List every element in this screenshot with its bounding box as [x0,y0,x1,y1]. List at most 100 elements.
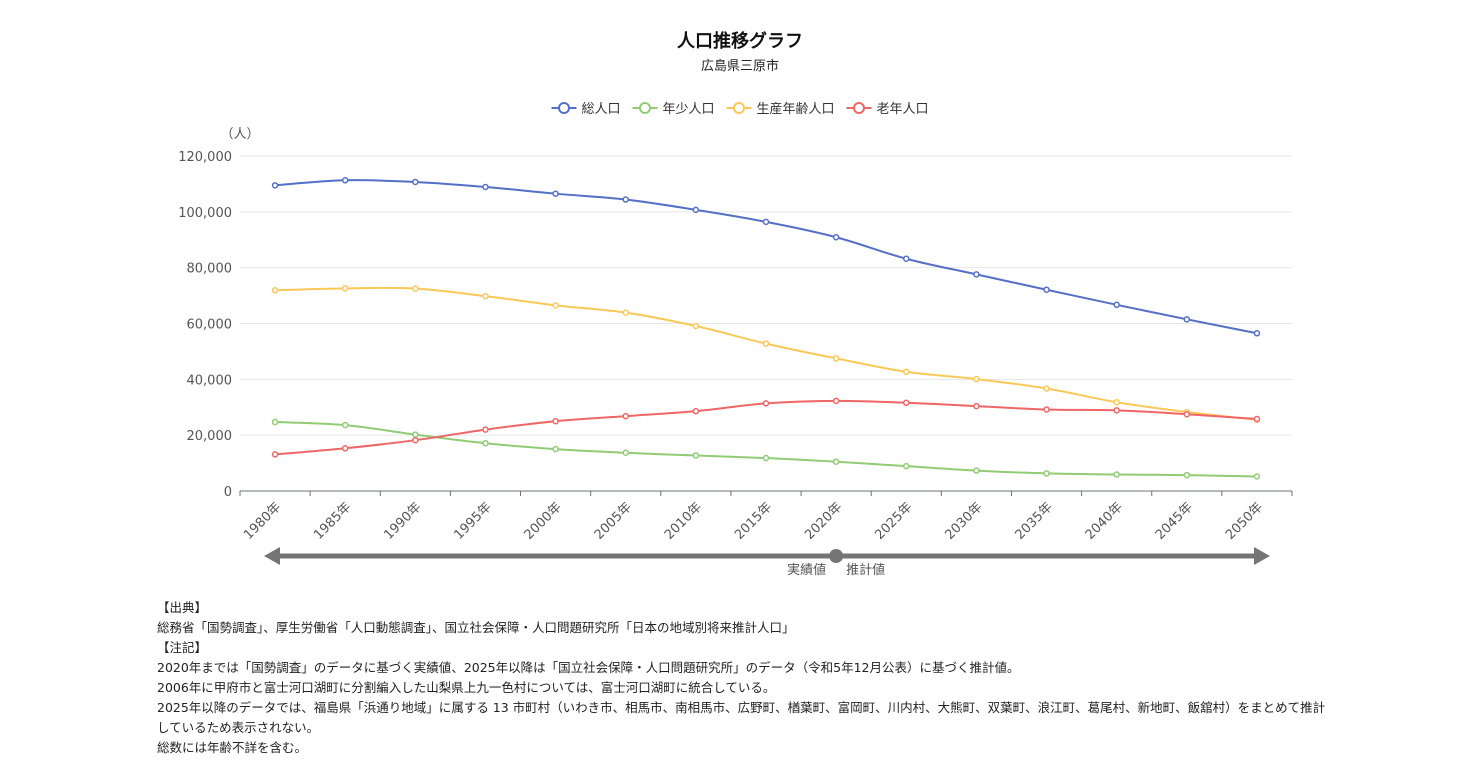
data-point-elderly[interactable] [1043,406,1050,413]
legend-label: 生産年齢人口 [757,101,835,117]
data-point-young[interactable] [622,449,629,457]
series-young[interactable] [271,418,1261,480]
data-point-working[interactable] [832,355,840,362]
data-point-total[interactable] [552,190,559,197]
data-point-young[interactable] [1113,471,1120,478]
data-point-young[interactable] [832,458,840,465]
data-point-young[interactable] [412,431,419,438]
arrow-left-icon [264,547,280,565]
y-axis-unit: （人） [220,127,259,142]
data-point-elderly[interactable] [412,436,419,444]
x-tick-label: 1990年 [381,500,424,543]
series-line-young[interactable] [275,421,1257,478]
data-point-working[interactable] [341,285,349,292]
data-point-working[interactable] [271,287,279,294]
legend[interactable]: 総人口 年少人口 生産年齢人口 老年人口 [551,101,929,117]
x-tick-label: 2020年 [802,500,845,543]
x-tick-label: 2000年 [522,500,565,543]
data-point-young[interactable] [692,452,700,459]
data-point-elderly[interactable] [271,451,279,458]
x-tick-label: 2045年 [1153,500,1196,543]
data-point-working[interactable] [412,285,419,292]
data-point-elderly[interactable] [341,445,349,452]
legend-item-working[interactable]: 生産年齢人口 [726,101,835,117]
arrow-right-icon [1254,547,1270,565]
data-point-total[interactable] [973,271,980,278]
data-point-elderly[interactable] [692,407,700,415]
series-line-elderly[interactable] [274,399,1257,456]
data-point-elderly[interactable] [552,417,559,425]
data-point-young[interactable] [1183,471,1191,479]
data-point-total[interactable] [1253,330,1261,337]
data-point-total[interactable] [271,182,279,189]
data-point-total[interactable] [692,206,700,214]
data-point-total[interactable] [341,177,349,184]
series-total[interactable] [271,177,1261,337]
chart-subtitle: 広島県三原市 [700,59,779,74]
data-point-elderly[interactable] [832,397,840,405]
note-line: 総数には年齢不詳を含む。 [157,740,308,755]
data-point-young[interactable] [973,467,980,474]
data-point-elderly[interactable] [903,399,910,407]
data-point-total[interactable] [832,233,840,241]
data-point-young[interactable] [482,440,489,447]
boundary-marker [829,549,844,563]
data-point-working[interactable] [552,302,559,309]
series-line-total[interactable] [274,179,1258,335]
note-line: 2025年以降のデータでは、福島県「浜通り地域」に属する 13 市町村（いわき市… [157,700,1326,735]
x-tick-label: 2015年 [732,500,775,543]
series-lines[interactable] [271,177,1261,480]
data-point-young[interactable] [271,418,279,426]
data-point-elderly[interactable] [1113,407,1120,414]
data-point-young[interactable] [903,462,910,470]
data-point-working[interactable] [1113,398,1120,406]
x-tick-label: 1985年 [311,500,354,543]
data-point-elderly[interactable] [622,412,629,420]
x-tick-label: 2005年 [592,500,635,543]
data-point-total[interactable] [622,196,629,203]
legend-item-total[interactable]: 総人口 [551,102,621,117]
y-tick-label: 40,000 [187,373,233,388]
data-point-elderly[interactable] [973,402,980,410]
data-point-total[interactable] [903,255,910,262]
data-point-elderly[interactable] [762,400,770,407]
source-text: 総務省「国勢調査」、厚生労働省「人口動態調査」、国立社会保障・人口問題研究所「日… [157,620,795,635]
data-point-elderly[interactable] [1183,410,1191,418]
x-tick-label: 1980年 [241,500,284,543]
legend-item-young[interactable]: 年少人口 [632,102,715,117]
legend-item-elderly[interactable]: 老年人口 [846,102,929,117]
data-point-young[interactable] [762,454,770,462]
data-point-young[interactable] [1253,473,1261,480]
series-line-working[interactable] [275,286,1258,421]
data-point-working[interactable] [973,375,980,383]
series-elderly[interactable] [271,397,1261,458]
data-point-working[interactable] [482,292,489,300]
data-point-total[interactable] [1113,301,1120,309]
legend-marker [558,102,570,114]
data-point-working[interactable] [1043,385,1050,392]
x-tick-label: 1995年 [452,500,495,543]
data-point-working[interactable] [692,322,700,330]
legend-label: 年少人口 [663,102,715,117]
data-point-total[interactable] [412,178,419,186]
x-axis: 1980年 1985年 1990年 1995年 2000年 2005年 2010年 2015年… [239,490,1293,543]
data-point-total[interactable] [482,183,489,191]
data-point-young[interactable] [1043,470,1050,477]
data-point-total[interactable] [762,218,770,226]
data-point-elderly[interactable] [482,426,489,433]
x-tick-label: 2010年 [662,500,705,543]
projected-label: 推計値 [846,562,885,578]
y-tick-label: 80,000 [187,262,233,277]
data-point-working[interactable] [762,340,770,347]
y-tick-label: 100,000 [178,206,232,221]
data-point-total[interactable] [1043,286,1050,293]
data-point-working[interactable] [622,309,629,316]
data-point-total[interactable] [1183,316,1191,323]
legend-marker [853,102,865,114]
chart-title: 人口推移グラフ [677,31,803,52]
data-point-young[interactable] [341,421,349,429]
data-point-working[interactable] [903,368,910,376]
y-tick-label: 0 [224,485,232,500]
data-point-young[interactable] [552,445,559,453]
data-point-elderly[interactable] [1253,415,1261,423]
